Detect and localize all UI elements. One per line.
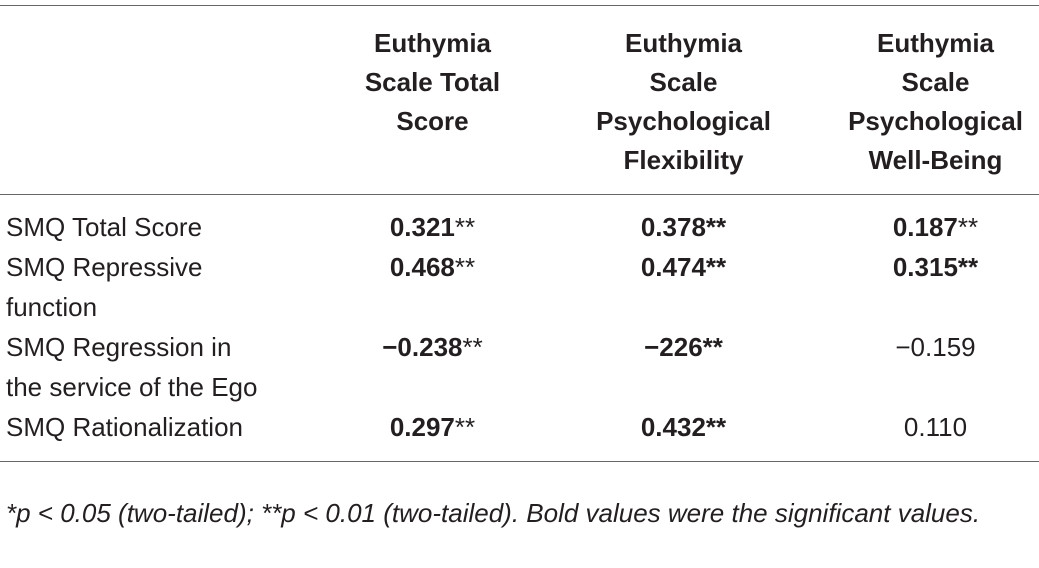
value-cell: 0.187** bbox=[832, 195, 1039, 248]
table-row: SMQ Rationalization 0.297** 0.432** 0.110 bbox=[0, 407, 1039, 462]
label-line: SMQ Rationalization bbox=[6, 412, 243, 442]
header-line: Flexibility bbox=[623, 145, 744, 175]
table-body: SMQ Total Score 0.321** 0.378** 0.187** SMQ … bbox=[0, 195, 1039, 462]
correlation-table: Euthymia Scale Total Score Euthymia Scale Psy… bbox=[0, 5, 1039, 462]
value-text: −0.159 bbox=[895, 332, 976, 362]
header-row: Euthymia Scale Total Score Euthymia Scale Psy… bbox=[0, 5, 1039, 195]
header-line: Score bbox=[396, 106, 469, 136]
value-text: ** bbox=[454, 252, 476, 282]
table-row: SMQ Repressive function 0.468** 0.474** 0.31… bbox=[0, 247, 1039, 327]
value-text: 0.432** bbox=[640, 412, 727, 442]
column-header: Euthymia Scale Psychological Well-Being bbox=[832, 6, 1039, 195]
column-header bbox=[0, 6, 330, 195]
value-cell: −0.238** bbox=[330, 327, 535, 407]
label-line: SMQ Regression in bbox=[6, 332, 232, 362]
value-text: 0.474** bbox=[640, 252, 727, 282]
value-text: 0.297 bbox=[389, 412, 455, 442]
row-label: SMQ Rationalization bbox=[0, 407, 330, 462]
table-row: SMQ Regression in the service of the Ego −… bbox=[0, 327, 1039, 407]
header-line: Scale bbox=[901, 67, 970, 97]
value-text: 0.378** bbox=[640, 212, 727, 242]
header-line: Scale bbox=[649, 67, 718, 97]
label-line: the service of the Ego bbox=[6, 372, 258, 402]
row-label: SMQ Repressive function bbox=[0, 247, 330, 327]
header-line: Euthymia bbox=[624, 28, 743, 58]
value-text: 0.187 bbox=[892, 212, 958, 242]
header-line: Euthymia bbox=[876, 28, 995, 58]
column-header: Euthymia Scale Psychological Flexibility bbox=[535, 6, 832, 195]
table-row: SMQ Total Score 0.321** 0.378** 0.187** bbox=[0, 195, 1039, 248]
value-text: −0.238 bbox=[382, 332, 463, 362]
value-cell: 0.468** bbox=[330, 247, 535, 327]
label-line: function bbox=[6, 292, 98, 322]
value-text: ** bbox=[454, 412, 476, 442]
value-text: 0.468 bbox=[389, 252, 455, 282]
header-line: Euthymia bbox=[373, 28, 492, 58]
value-cell: −226** bbox=[535, 327, 832, 407]
header-line: Well-Being bbox=[868, 145, 1003, 175]
value-text: ** bbox=[957, 212, 979, 242]
value-text: ** bbox=[454, 212, 476, 242]
value-text: −226** bbox=[644, 332, 723, 362]
value-text: 0.110 bbox=[903, 412, 968, 442]
label-line: SMQ Total Score bbox=[6, 212, 203, 242]
value-text: 0.315** bbox=[892, 252, 979, 282]
header-line: Scale Total bbox=[364, 67, 501, 97]
header-line: Psychological bbox=[848, 106, 1023, 136]
column-header: Euthymia Scale Total Score bbox=[330, 6, 535, 195]
value-cell: 0.432** bbox=[535, 407, 832, 462]
value-cell: 0.315** bbox=[832, 247, 1039, 327]
footnote: *p < 0.05 (two-tailed); **p < 0.01 (two-… bbox=[6, 498, 981, 528]
value-cell: 0.110 bbox=[832, 407, 1039, 462]
label-line: SMQ Repressive bbox=[6, 252, 203, 282]
row-label: SMQ Total Score bbox=[0, 195, 330, 248]
value-cell: 0.378** bbox=[535, 195, 832, 248]
value-cell: 0.297** bbox=[330, 407, 535, 462]
value-cell: 0.321** bbox=[330, 195, 535, 248]
value-text: ** bbox=[462, 332, 483, 362]
header-line: Psychological bbox=[596, 106, 771, 136]
value-text: 0.321 bbox=[389, 212, 455, 242]
value-cell: −0.159 bbox=[832, 327, 1039, 407]
value-cell: 0.474** bbox=[535, 247, 832, 327]
row-label: SMQ Regression in the service of the Ego bbox=[0, 327, 330, 407]
